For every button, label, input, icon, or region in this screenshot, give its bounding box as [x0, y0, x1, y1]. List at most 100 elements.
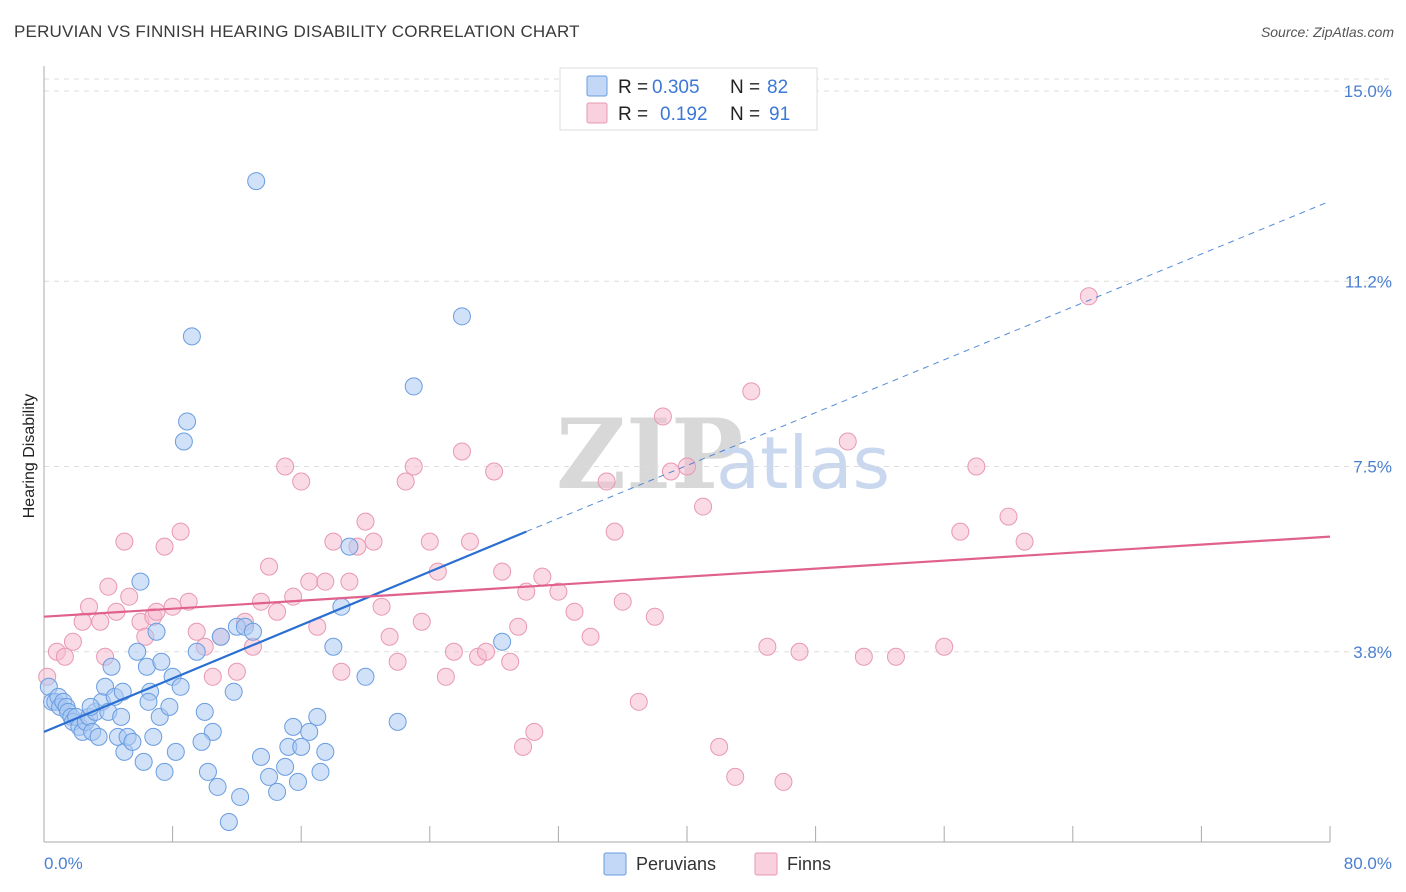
- peruvians-points: [39, 172, 512, 831]
- peruvian-point: [247, 172, 266, 191]
- finn-point: [452, 442, 471, 461]
- peruvian-point: [356, 667, 375, 686]
- y-tick-label: 3.8%: [1353, 643, 1392, 662]
- finn-point: [412, 612, 431, 631]
- finn-point: [460, 532, 479, 551]
- finn-point: [661, 462, 680, 481]
- peruvian-point: [187, 642, 206, 661]
- legend-n-value-finns: 91: [769, 104, 790, 125]
- finn-point: [951, 522, 970, 541]
- peruvian-point: [112, 707, 131, 726]
- peruvian-point: [160, 697, 179, 716]
- series-legend-swatch-peruvians: [603, 852, 627, 876]
- peruvian-point: [324, 637, 343, 656]
- finn-point: [629, 692, 648, 711]
- legend-n-label-finns: N =: [730, 104, 760, 125]
- finn-point: [509, 617, 528, 636]
- finn-point: [252, 592, 271, 611]
- peruvian-point: [308, 707, 327, 726]
- peruvian-point: [219, 812, 238, 831]
- finn-point: [292, 472, 311, 491]
- finn-point: [63, 632, 82, 651]
- finn-point: [886, 647, 905, 666]
- finn-point: [533, 567, 552, 586]
- finn-point: [999, 507, 1018, 526]
- peruvian-point: [144, 727, 163, 746]
- peruvian-point: [252, 747, 271, 766]
- finn-trend-line: [43, 535, 1331, 618]
- series-legend: Peruvians Finns: [603, 852, 831, 876]
- watermark-atlas: atlas: [716, 421, 890, 505]
- finn-point: [147, 602, 166, 621]
- legend-swatch-peruvians: [586, 75, 608, 97]
- finn-point: [332, 662, 351, 681]
- finn-point: [581, 627, 600, 646]
- peruvian-point: [208, 777, 227, 796]
- peruvian-point: [131, 572, 150, 591]
- finn-point: [276, 457, 295, 476]
- finn-point: [653, 407, 672, 426]
- peruvian-point: [198, 762, 217, 781]
- watermark-zip: ZIP: [556, 398, 743, 511]
- y-tick-labels: 3.8% 7.5% 11.2% 15.0%: [1344, 82, 1392, 662]
- peruvian-point: [452, 307, 471, 326]
- peruvian-point: [134, 752, 153, 771]
- y-tick-label: 7.5%: [1353, 458, 1392, 477]
- finn-point: [380, 627, 399, 646]
- finn-point: [91, 612, 110, 631]
- finn-point: [99, 577, 118, 596]
- finn-point: [372, 597, 391, 616]
- finn-point: [268, 602, 287, 621]
- finn-point: [935, 637, 954, 656]
- peruvian-point: [493, 632, 512, 651]
- finn-point: [501, 652, 520, 671]
- legend-r-label-peruvians: R =: [618, 77, 648, 98]
- finn-point: [1015, 532, 1034, 551]
- finn-point: [80, 597, 99, 616]
- finn-point: [187, 622, 206, 641]
- legend-n-label-peruvians: N =: [730, 77, 760, 98]
- finn-point: [565, 602, 584, 621]
- finn-point: [758, 637, 777, 656]
- peruvian-point: [284, 717, 303, 736]
- finn-point: [120, 587, 139, 606]
- peruvian-point: [404, 377, 423, 396]
- stats-legend: R = 0.305 N = 82 R = 0.192 N = 91: [559, 67, 818, 131]
- peruvian-point: [300, 722, 319, 741]
- peruvian-point: [292, 737, 311, 756]
- chart-source: Source: ZipAtlas.com: [1260, 24, 1394, 40]
- grid-lines: [44, 78, 1392, 653]
- peruvian-point: [224, 682, 243, 701]
- finn-point: [115, 532, 134, 551]
- finn-point: [171, 522, 190, 541]
- peruvian-point: [340, 537, 359, 556]
- finn-point: [260, 557, 279, 576]
- peruvian-point: [182, 327, 201, 346]
- finn-point: [1079, 287, 1098, 306]
- finn-point: [525, 722, 544, 741]
- x-ticks: [43, 826, 1331, 842]
- peruvian-point: [171, 677, 190, 696]
- finn-point: [605, 522, 624, 541]
- finn-point: [493, 562, 512, 581]
- finn-point: [710, 737, 729, 756]
- finn-point: [396, 472, 415, 491]
- series-legend-label-finns: Finns: [787, 854, 831, 874]
- finn-point: [300, 572, 319, 591]
- peruvian-point: [388, 712, 407, 731]
- finn-point: [444, 642, 463, 661]
- finn-point: [436, 667, 455, 686]
- peruvian-point: [128, 642, 147, 661]
- peruvian-point: [203, 722, 222, 741]
- finn-point: [179, 592, 198, 611]
- finn-point: [549, 582, 568, 601]
- finn-point: [203, 667, 222, 686]
- peruvian-point: [147, 622, 166, 641]
- finn-point: [163, 597, 182, 616]
- finn-point: [514, 737, 533, 756]
- trend-lines: [43, 200, 1331, 733]
- peruvian-point: [139, 692, 158, 711]
- legend-r-value-finns: 0.192: [660, 104, 708, 125]
- peruvian-point: [89, 727, 108, 746]
- peruvian-point: [231, 787, 250, 806]
